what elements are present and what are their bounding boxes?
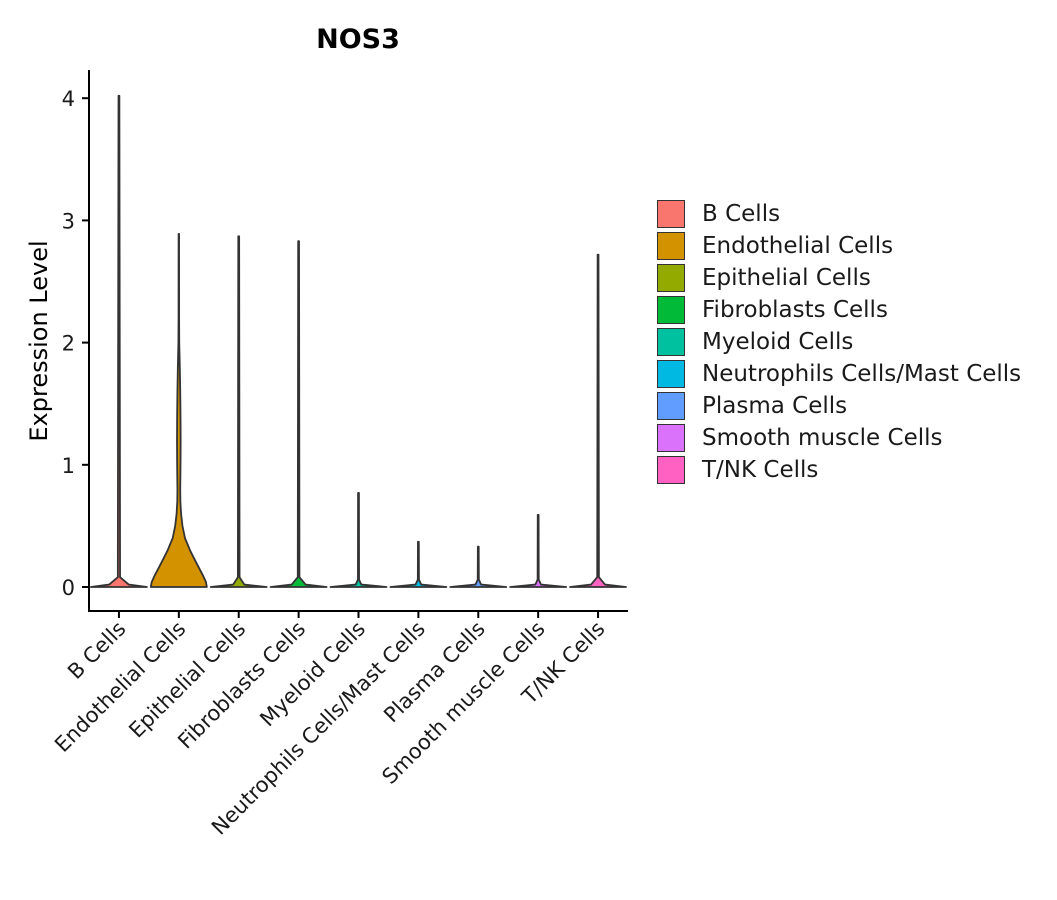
legend-swatch [657,200,685,228]
violin-b-cells [90,94,148,588]
violin-myeloid-cells [329,492,388,588]
y-tick-label: 3 [62,209,75,233]
y-tick-label: 2 [62,332,75,356]
legend-swatch [657,392,685,420]
legend-swatch [657,232,685,260]
legend-label: T/NK Cells [702,457,819,483]
legend-swatch [657,456,685,484]
violin-epithelial-cells [209,235,268,588]
violin-t-nk-cells [569,253,627,588]
legend-label: B Cells [702,201,781,227]
legend-item: Fibroblasts Cells [657,294,1021,326]
violin-endothelial-cells [149,232,208,588]
legend-item: Smooth muscle Cells [657,422,1021,454]
chart-title: NOS3 [316,24,400,55]
legend-label: Smooth muscle Cells [702,425,943,451]
legend-label: Plasma Cells [702,393,848,419]
legend-swatch [657,328,685,356]
legend-swatch [657,360,685,388]
legend-item: Neutrophils Cells/Mast Cells [657,358,1021,390]
legend-item: Epithelial Cells [657,262,1021,294]
legend-swatch [657,296,685,324]
legend-label: Endothelial Cells [702,233,894,259]
legend-item: Plasma Cells [657,390,1021,422]
violin-fibroblasts-cells [269,240,328,588]
legend-item: Endothelial Cells [657,230,1021,262]
legend-label: Fibroblasts Cells [702,297,888,323]
legend: B Cells Endothelial Cells Epithelial Cells… [657,198,1021,486]
violin-plasma-cells [449,545,508,588]
y-tick-label: 0 [62,576,75,600]
x-tick-label: Myeloid Cells [255,617,370,732]
legend-swatch [657,264,685,292]
legend-label: Myeloid Cells [702,329,854,355]
y-axis-label: Expression Level [25,240,53,441]
violin-neutrophils-cells-mast-cells [389,540,448,588]
legend-swatch [657,424,685,452]
violin-smooth-muscle-cells [509,514,568,588]
y-ticks-group: 0 1 2 3 4 [62,87,89,600]
legend-item: B Cells [657,198,1021,230]
legend-label: Epithelial Cells [702,265,871,291]
violins-group [90,94,627,588]
legend-item: T/NK Cells [657,454,1021,486]
legend-label: Neutrophils Cells/Mast Cells [702,361,1022,387]
y-tick-label: 4 [62,87,75,111]
legend-item: Myeloid Cells [657,326,1021,358]
y-tick-label: 1 [62,454,75,478]
